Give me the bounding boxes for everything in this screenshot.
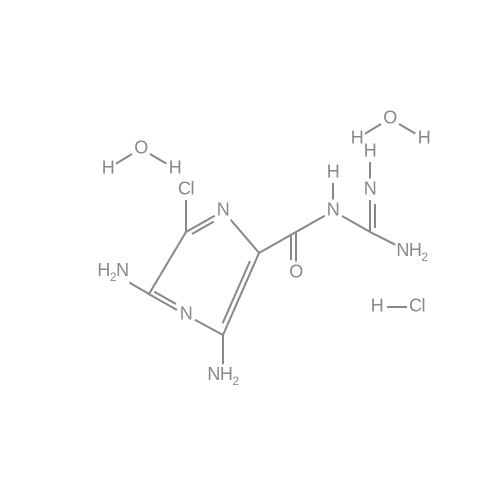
atom-h2o_tl_H2: H [168,158,183,179]
bond [148,231,187,294]
bond [222,260,251,323]
atom-N_imino: N [363,179,378,200]
bond [290,236,292,260]
bond [229,218,260,254]
atom-h2o_tr_O: O [382,108,398,129]
bond [296,215,325,233]
bond [222,253,260,336]
bond [116,153,133,164]
bond [194,319,223,336]
atom-N_amide: N [326,200,341,221]
bond [387,306,407,308]
atom-hcl_Cl: Cl [408,296,426,317]
atom-Cl: Cl [177,179,195,200]
bond [341,215,370,233]
bond [369,162,371,180]
atom-N_top: N [216,200,231,221]
atom-H_imino: H [363,141,378,162]
atom-NH2_bot: NH2 [206,364,239,388]
atom-h2o_tl_O: O [133,138,149,159]
bond [295,232,297,263]
bond [332,183,334,201]
atom-NH2_left: H2N [96,260,129,284]
bond [365,123,382,134]
atom-N_bot: N [179,304,194,325]
atom-O: O [288,262,304,283]
atom-h2o_tl_H1: H [101,158,116,179]
atom-h2o_tr_H2: H [417,128,432,149]
structure-canvas: OHHOHHHClClNNH2NNH2ONHNHNH2 [0,0,500,500]
atom-hcl_H: H [370,296,385,317]
bond [374,204,376,228]
bond [222,335,224,367]
atom-NH2_guan: NH2 [395,240,428,264]
bond [185,200,187,232]
bond [149,153,167,165]
bond [369,200,371,232]
atom-H_amide: H [326,162,341,183]
bond [398,123,416,135]
